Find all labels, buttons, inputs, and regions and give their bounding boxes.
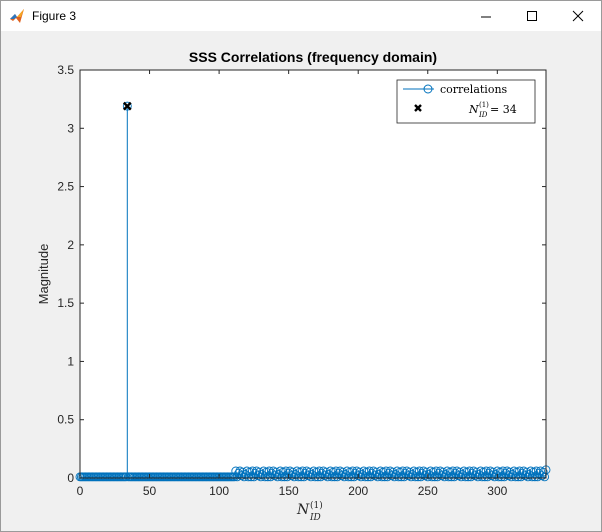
axes-background bbox=[80, 70, 546, 478]
x-tick-label: 250 bbox=[418, 484, 438, 498]
legend-label-nid-sup: (1) bbox=[479, 101, 489, 109]
axes-box bbox=[79, 69, 547, 479]
x-tick-label: 0 bbox=[77, 484, 84, 498]
y-tick-label: 3.5 bbox=[57, 63, 74, 77]
y-axis-label: Magnitude bbox=[36, 244, 51, 305]
x-axis-label: N (1) ID bbox=[296, 500, 323, 523]
minimize-button[interactable] bbox=[463, 1, 509, 31]
legend-label-nid-base: N bbox=[468, 103, 479, 116]
legend-label-nid-rest: = 34 bbox=[490, 103, 517, 116]
close-icon bbox=[572, 10, 584, 22]
peak-x-marker bbox=[122, 101, 132, 111]
stem-marker bbox=[122, 101, 132, 111]
y-tick-label: 2 bbox=[67, 238, 74, 252]
maximize-button[interactable] bbox=[509, 1, 555, 31]
maximize-icon bbox=[527, 11, 537, 21]
peak-x-stroke bbox=[122, 101, 132, 111]
legend-box bbox=[396, 79, 536, 124]
legend-x-marker bbox=[414, 104, 422, 112]
stem-marker bbox=[540, 472, 550, 482]
window-title: Figure 3 bbox=[32, 9, 77, 23]
y-tick-label: 1 bbox=[67, 354, 74, 368]
x-axis-label-sub: ID bbox=[309, 513, 321, 523]
y-tick-label: 0 bbox=[67, 471, 74, 485]
legend-label-correlations: correlations bbox=[440, 83, 508, 96]
legend-entry-nid: N (1) ID = 34 bbox=[414, 101, 517, 119]
stem-marker bbox=[538, 467, 548, 477]
y-tick-label: 2.5 bbox=[57, 180, 74, 194]
x-tick-label: 300 bbox=[487, 484, 507, 498]
figure-canvas: 0 50 100 150 200 250 300 0 0.5 1 1.5 2 2.5 3 3.5 SSS C… bbox=[36, 49, 551, 523]
chart-title: SSS Correlations (frequency domain) bbox=[189, 49, 437, 65]
tick-layer: 0 50 100 150 200 250 300 0 0.5 1 1.5 2 2.5 3 3.5 bbox=[57, 63, 546, 498]
title-bar[interactable]: Figure 3 bbox=[1, 1, 601, 31]
x-axis-label-base: N bbox=[296, 502, 310, 518]
y-tick-label: 1.5 bbox=[57, 296, 74, 310]
y-tick-label: 0.5 bbox=[57, 413, 74, 427]
y-tick-label: 3 bbox=[67, 121, 74, 135]
x-axis-label-sup: (1) bbox=[310, 500, 323, 511]
x-tick-label: 50 bbox=[143, 484, 157, 498]
legend-label-nid-sub: ID bbox=[478, 111, 488, 119]
legend[interactable]: correlations N (1) ID = 34 bbox=[396, 79, 536, 124]
close-button[interactable] bbox=[555, 1, 601, 31]
x-tick-label: 150 bbox=[279, 484, 299, 498]
x-tick-label: 100 bbox=[209, 484, 229, 498]
matlab-logo-icon bbox=[10, 9, 24, 23]
legend-circle-marker bbox=[423, 84, 433, 94]
legend-entry-correlations: correlations bbox=[403, 83, 508, 96]
minimize-icon bbox=[481, 16, 491, 18]
x-tick-label: 200 bbox=[348, 484, 368, 498]
